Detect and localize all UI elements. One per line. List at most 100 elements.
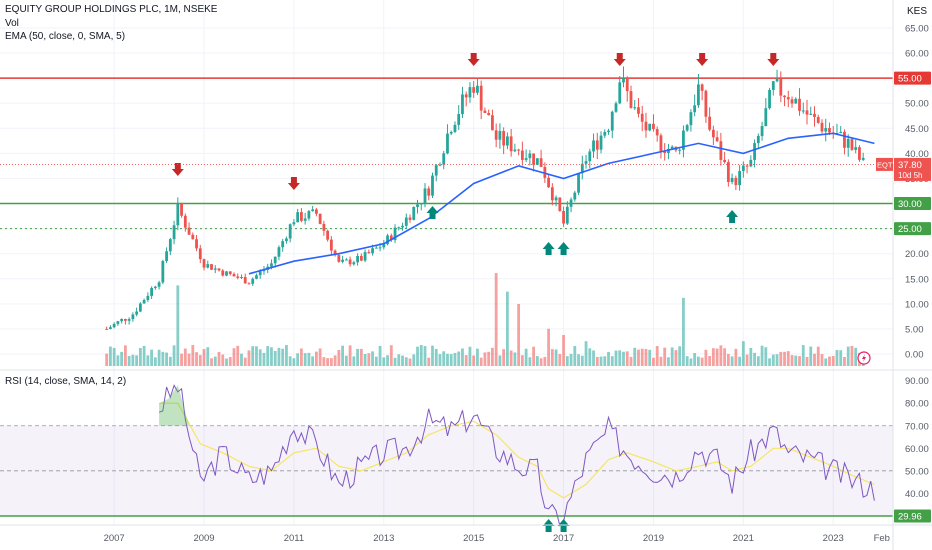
candle-body: [715, 137, 719, 142]
time-tick: 2013: [373, 533, 394, 544]
price-tick: 65.00: [905, 24, 929, 35]
volume-bar: [831, 356, 835, 366]
volume-bar: [828, 356, 831, 366]
candle-body: [659, 135, 663, 152]
lightning-icon[interactable]: [857, 351, 871, 365]
volume-bar: [655, 346, 659, 366]
support-badge: [894, 197, 931, 211]
candle-body: [225, 271, 228, 276]
volume-bar: [753, 352, 756, 366]
volume-bar: [341, 345, 345, 366]
candle-body: [633, 107, 637, 109]
volume-bar: [592, 350, 595, 366]
candle-body: [670, 146, 674, 149]
candle-body: [618, 82, 622, 104]
ticker-badge: [876, 157, 893, 171]
rsi-legend[interactable]: RSI (14, close, SMA, 14, 2): [5, 376, 127, 387]
time-tick: Feb: [874, 533, 890, 544]
volume-bar: [300, 348, 303, 366]
volume-bar: [326, 358, 330, 366]
volume-bar: [449, 354, 453, 366]
candle-body: [348, 259, 352, 265]
volume-bar: [442, 351, 446, 366]
rsi-tick: 70.00: [905, 421, 929, 432]
vol-legend[interactable]: Vol: [5, 18, 19, 29]
volume-bar: [412, 354, 416, 366]
price-tick: 5.00: [905, 324, 924, 335]
volume-bar: [520, 355, 524, 366]
candle-body: [337, 255, 341, 262]
volume-bar: [210, 358, 213, 366]
time-tick: 2007: [104, 533, 125, 544]
candle-body: [640, 113, 644, 122]
candle-body: [281, 241, 285, 248]
volume-bar: [509, 350, 513, 366]
candle-body: [112, 323, 116, 328]
price-tick: 60.00: [905, 49, 929, 60]
volume-bar: [112, 347, 116, 366]
volume-bar: [816, 346, 820, 366]
candle-body: [206, 264, 210, 268]
volume-bar: [157, 349, 161, 366]
volume-bar: [296, 353, 300, 366]
candle-body: [168, 239, 172, 252]
time-axis[interactable]: 2007 2009 2011 2013 2015 2017 2019 2021 2023 Feb: [104, 533, 890, 544]
rsi-axis[interactable]: 90.00 80.00 70.00 60.00 50.00 40.00: [905, 376, 929, 500]
candle-body: [412, 206, 416, 220]
volume-bar: [303, 353, 307, 366]
volume-bar: [363, 353, 367, 366]
candle-body: [270, 263, 273, 267]
volume-bar: [371, 351, 374, 366]
candle-body: [404, 217, 408, 226]
candle-body: [730, 177, 734, 182]
candle-body: [165, 251, 168, 262]
volume-bar: [240, 353, 243, 366]
candle-body: [472, 87, 476, 93]
candle-body: [491, 115, 494, 131]
volume-bar: [397, 354, 401, 366]
volume-bar: [678, 346, 682, 366]
candle-body: [637, 107, 640, 114]
rsi-line: [158, 384, 875, 527]
candle-body: [150, 287, 154, 296]
volume-bar: [191, 345, 195, 366]
candle-body: [476, 85, 479, 93]
volume-bar: [708, 356, 712, 366]
candle-body: [726, 162, 730, 182]
volume-bar: [146, 355, 150, 366]
volume-bar: [434, 348, 438, 366]
volume-bar: [771, 354, 775, 366]
candle-body: [584, 161, 588, 164]
volume-bar: [314, 351, 318, 366]
arrow-down-icon: [696, 53, 709, 66]
ema-legend[interactable]: EMA (50, close, 0, SMA, 5): [5, 31, 126, 42]
volume-bar: [652, 357, 655, 366]
volume-bar: [288, 356, 292, 366]
candle-body: [625, 77, 629, 92]
candle-body: [356, 255, 359, 263]
volume-bar: [595, 356, 599, 366]
candle-body: [824, 128, 828, 132]
candle-body: [386, 235, 389, 245]
support2-badge: [894, 222, 931, 236]
volume-bar: [640, 348, 644, 366]
candle-body: [142, 300, 146, 304]
rsi-tick: 80.00: [905, 399, 929, 410]
candle-body: [123, 318, 127, 321]
candle-body: [401, 225, 404, 228]
candle-body: [820, 122, 824, 132]
symbol-title[interactable]: EQUITY GROUP HOLDINGS PLC, 1M, NSEKE: [5, 4, 218, 15]
volume-bar: [109, 346, 112, 366]
volume-bar: [367, 353, 371, 366]
candle-body: [285, 238, 288, 242]
candle-body: [341, 259, 345, 262]
volume-bar: [629, 356, 633, 366]
candle-body: [240, 277, 243, 279]
volume-bar: [760, 345, 764, 366]
volume-bar: [622, 351, 625, 366]
volume-bar: [839, 350, 843, 366]
candle-body: [783, 95, 786, 98]
candle-body: [753, 143, 756, 160]
candle-body: [202, 259, 206, 268]
